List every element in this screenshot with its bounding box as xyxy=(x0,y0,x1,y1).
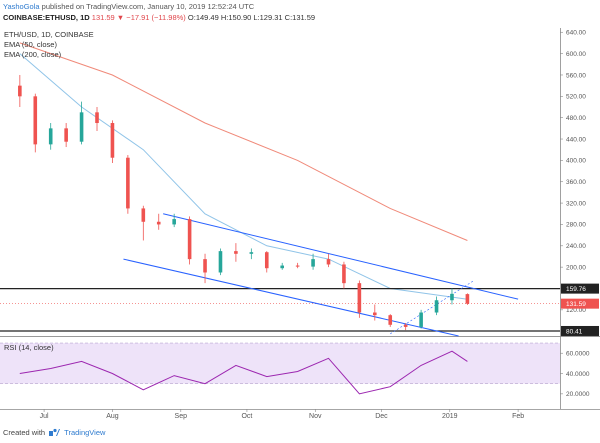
legend-rsi[interactable]: RSI (14, close) xyxy=(4,343,54,352)
price-tick-label: 280.00 xyxy=(566,222,586,229)
rsi-line xyxy=(19,350,468,395)
candle-body xyxy=(295,265,300,267)
legend-symbol: ETH/USD, 1D, COINBASE xyxy=(4,30,94,39)
price-tag-label: 131.59 xyxy=(566,301,586,308)
rsi-tick-label: 40.0000 xyxy=(566,371,590,378)
candle-body xyxy=(79,112,84,142)
candle-body xyxy=(249,252,254,254)
price-tick-label: 320.00 xyxy=(566,200,586,207)
candle-body xyxy=(264,252,269,269)
rsi-tick-label: 60.0000 xyxy=(566,351,590,358)
candle-body xyxy=(187,219,192,260)
published-text: published on TradingView.com, January 10… xyxy=(41,2,255,11)
candle-body xyxy=(18,85,22,97)
price-tick-label: 560.00 xyxy=(566,72,586,79)
footer-brand-link[interactable]: TradingView xyxy=(64,428,106,437)
quote-line: COINBASE:ETHUSD, 1D 131.59 ▼ −17.91 (−11… xyxy=(3,13,315,22)
price-tick-label: 600.00 xyxy=(566,51,586,58)
price-tick-label: 200.00 xyxy=(566,264,586,271)
legend-ema50[interactable]: EMA (50, close) xyxy=(4,40,57,49)
candle-body xyxy=(33,96,38,145)
chart-header: YashoGola published on TradingView.com, … xyxy=(0,0,600,28)
candle-body xyxy=(342,264,346,284)
time-tick-label: Feb xyxy=(512,413,524,420)
price-tick-label: 240.00 xyxy=(566,243,586,250)
footer-prefix: Created with xyxy=(3,428,46,437)
time-tick-label: Sep xyxy=(175,413,188,420)
price-tick-label: 480.00 xyxy=(566,115,586,122)
price-tick-label: 400.00 xyxy=(566,158,586,165)
symbol-label[interactable]: COINBASE:ETHUSD, 1D xyxy=(3,13,90,22)
candle-body xyxy=(126,157,130,209)
candle-body xyxy=(218,251,223,273)
candle-body xyxy=(280,265,285,269)
candle-body xyxy=(48,128,53,145)
price-change: 131.59 ▼ −17.91 (−11.98%) xyxy=(91,13,186,22)
price-tag xyxy=(561,283,599,294)
candle-body xyxy=(373,312,377,316)
candle-body xyxy=(110,123,115,158)
time-tick-label: Jul xyxy=(40,413,49,420)
price-tick-label: 520.00 xyxy=(566,94,586,101)
candle-body xyxy=(434,300,439,313)
legend-ema200[interactable]: EMA (200, close) xyxy=(4,50,62,59)
channel-lower-line xyxy=(123,258,459,337)
ema200-line xyxy=(19,42,468,241)
candle-body xyxy=(95,112,99,124)
price-tick-label: 640.00 xyxy=(566,30,586,37)
candle-body xyxy=(234,251,238,254)
author-link[interactable]: YashoGola xyxy=(3,2,40,11)
time-tick-label: Oct xyxy=(241,413,252,420)
candle-body xyxy=(156,221,161,225)
time-tick-label: 2019 xyxy=(442,413,458,420)
price-tick-label: 120.00 xyxy=(566,307,586,314)
price-chart[interactable]: 640.00 600.00 560.00 520.00 480.00 440.00 400.… xyxy=(0,0,600,425)
price-tick-label: 440.00 xyxy=(566,136,586,143)
candle-body xyxy=(326,259,331,265)
candle-body xyxy=(403,324,408,327)
candle-body xyxy=(311,259,315,267)
tradingview-logo-icon xyxy=(49,428,61,436)
candle-body xyxy=(357,283,362,313)
ema50-line xyxy=(19,53,468,300)
rsi-band xyxy=(0,343,560,384)
candle-body xyxy=(141,208,146,222)
price-tag-label: 159.76 xyxy=(566,286,586,293)
price-tag xyxy=(561,325,599,336)
footer: Created with TradingView xyxy=(3,428,105,437)
time-tick-label: Dec xyxy=(375,413,388,420)
time-tick-label: Nov xyxy=(309,413,322,420)
channel-upper-line xyxy=(163,213,519,300)
ohlc-values: O:149.49 H:150.90 L:129.31 C:131.59 xyxy=(187,13,316,22)
candle-body xyxy=(172,219,176,225)
candle-body xyxy=(450,293,454,301)
price-tag-label: 80.41 xyxy=(566,328,583,335)
price-tick-label: 360.00 xyxy=(566,179,586,186)
main-pane xyxy=(0,28,560,336)
time-tick-label: Aug xyxy=(106,413,119,420)
price-tag xyxy=(561,298,599,309)
candle-body xyxy=(64,128,68,142)
rsi-tick-label: 20.0000 xyxy=(566,391,590,398)
candle-body xyxy=(203,259,207,273)
candle-body xyxy=(419,312,423,327)
candle-body xyxy=(465,294,470,304)
publication-line: YashoGola published on TradingView.com, … xyxy=(3,2,254,11)
candle-body xyxy=(388,315,393,325)
